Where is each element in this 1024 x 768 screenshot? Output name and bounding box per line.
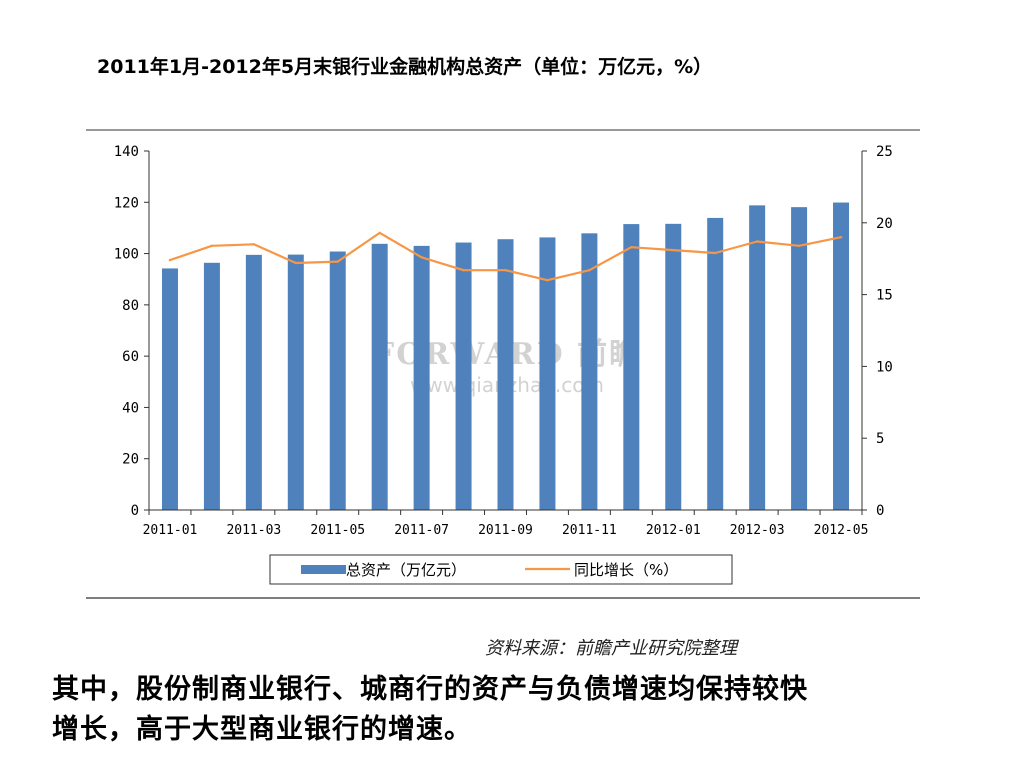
growth-point-2012-02 xyxy=(714,251,717,255)
growth-point-2011-10 xyxy=(546,279,549,282)
y-left-tick-label: 60 xyxy=(122,349,139,365)
y-left-tick-label: 20 xyxy=(122,452,139,468)
x-tick-label: 2011-01 xyxy=(143,523,198,538)
growth-point-2011-05 xyxy=(336,260,339,263)
x-tick-label: 2011-09 xyxy=(478,523,533,538)
x-tick-label: 2011-05 xyxy=(310,523,365,538)
legend-label-assets: 总资产（万亿元） xyxy=(346,561,466,579)
body-line-1: 其中，股份制商业银行、城商行的资产与负债增速均保持较快 xyxy=(52,674,808,705)
y-left-tick-label: 100 xyxy=(114,247,139,263)
bar-2012-02 xyxy=(707,217,724,510)
x-tick-label: 2012-01 xyxy=(646,523,701,538)
source-note: 资料来源：前瞻产业研究院整理 xyxy=(485,638,737,659)
bar-2011-07 xyxy=(413,245,430,510)
legend-box xyxy=(269,554,733,585)
bar-2011-06 xyxy=(371,243,388,510)
chart: FORWARD 前瞻 www.qianzhan.com 020406080100… xyxy=(86,129,920,599)
bar-2012-03 xyxy=(749,205,766,510)
x-tick-label: 2011-03 xyxy=(226,523,281,538)
body-paragraph: 其中，股份制商业银行、城商行的资产与负债增速均保持较快 增长，高于大型商业银行的… xyxy=(52,670,992,750)
y-left-tick-label: 140 xyxy=(114,144,139,160)
bar-2011-03 xyxy=(245,254,262,510)
bar-2011-09 xyxy=(497,239,514,510)
growth-point-2012-05 xyxy=(839,235,843,239)
growth-point-2011-08 xyxy=(462,268,465,272)
axes-layer: 0 20 40 60 80 100 120 140 0 5 10 15 20 25 2011-01 2011-… xyxy=(114,144,893,538)
growth-point-2012-01 xyxy=(672,248,675,252)
bar-2011-01 xyxy=(161,268,178,510)
y-right-tick-label: 25 xyxy=(876,144,893,160)
y-right-tick-label: 15 xyxy=(876,288,893,304)
x-tick-label: 2012-05 xyxy=(814,523,869,538)
growth-point-2011-04 xyxy=(294,261,297,265)
growth-point-2011-06 xyxy=(378,231,381,235)
growth-point-2011-03 xyxy=(252,243,256,246)
y-right-tick-label: 20 xyxy=(876,216,893,232)
bar-2011-02 xyxy=(203,262,220,510)
growth-point-2011-09 xyxy=(504,268,507,272)
x-tick-label: 2012-03 xyxy=(730,523,785,538)
growth-point-2012-04 xyxy=(797,244,801,247)
y-right-tick-label: 0 xyxy=(876,503,884,519)
bar-2011-10 xyxy=(539,237,556,510)
bar-2011-08 xyxy=(455,242,472,511)
bar-2012-01 xyxy=(665,223,682,510)
bar-2012-05 xyxy=(833,202,850,510)
growth-point-2011-02 xyxy=(210,244,214,247)
bar-2011-05 xyxy=(329,251,346,510)
legend-swatch-assets xyxy=(301,565,346,574)
legend-label-growth: 同比增长（%） xyxy=(574,561,678,579)
bar-2011-04 xyxy=(287,254,304,510)
growth-point-2011-07 xyxy=(420,256,423,259)
body-line-2: 增长，高于大型商业银行的增速。 xyxy=(52,714,472,745)
x-tick-label: 2011-07 xyxy=(394,523,449,538)
y-left-tick-label: 120 xyxy=(114,195,139,211)
growth-point-2011-12 xyxy=(630,246,633,249)
y-right-tick-label: 5 xyxy=(876,431,884,447)
x-tick-label: 2011-11 xyxy=(562,523,617,538)
y-left-tick-label: 0 xyxy=(131,503,139,519)
legend: 总资产（万亿元） 同比增长（%） xyxy=(269,554,733,585)
y-right-tick-label: 10 xyxy=(876,359,893,375)
growth-point-2011-11 xyxy=(588,268,591,272)
y-left-tick-label: 80 xyxy=(122,298,139,314)
growth-point-2012-03 xyxy=(755,240,759,243)
page-title: 2011年1月-2012年5月末银行业金融机构总资产（单位：万亿元，%） xyxy=(97,56,713,78)
bar-2012-04 xyxy=(791,207,808,511)
bar-2011-11 xyxy=(581,233,598,510)
line-layer xyxy=(168,231,843,282)
y-left-tick-label: 40 xyxy=(122,400,139,416)
growth-point-2011-01 xyxy=(168,258,172,262)
bars-layer xyxy=(161,202,850,511)
bar-2011-12 xyxy=(623,224,640,510)
